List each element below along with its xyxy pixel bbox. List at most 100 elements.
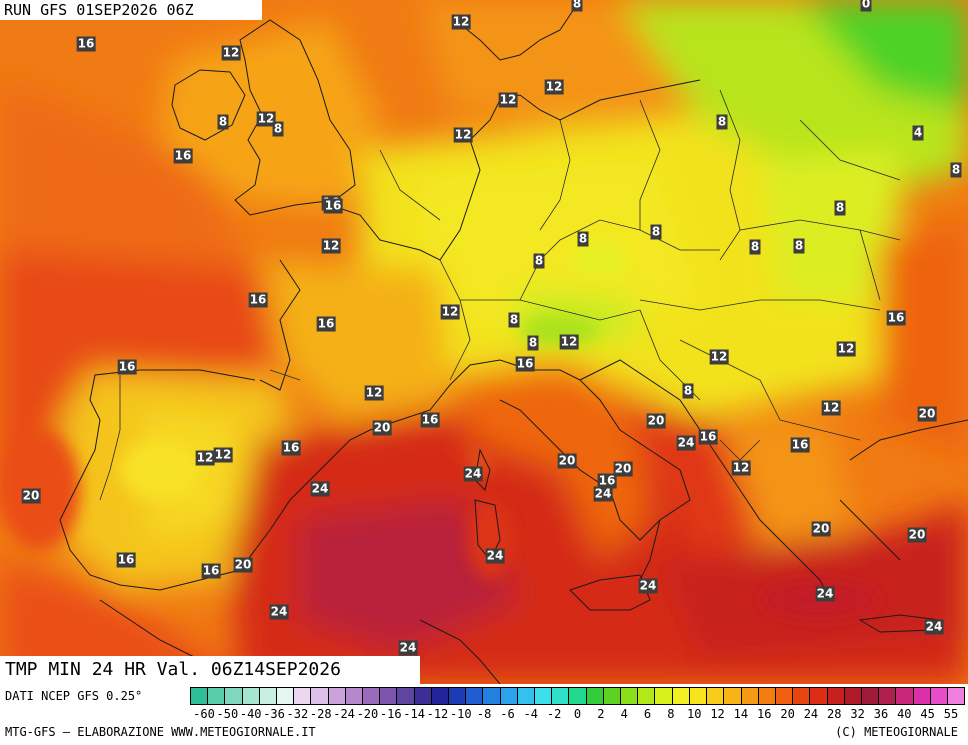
colorbar-tick-label: -60 [193,707,215,721]
colorbar-cell [913,688,931,704]
colorbar-tick-label: -6 [500,707,515,721]
colorbar-cell [775,688,794,704]
colorbar-tick-label: -20 [356,707,379,721]
borders [99,89,901,501]
contour-label: 4 [912,125,924,141]
legend-footer: DATI NCEP GFS 0.25° -60 -50 -40 -36 -32 -28 -2… [0,684,968,745]
contour-label: 16 [173,148,193,164]
contour-label: 16 [597,473,617,489]
colorbar-cell [466,688,484,704]
contour-label: 12 [498,92,518,108]
colorbar-cell [844,688,862,704]
colorbar-tick-label: 6 [643,707,652,721]
map-canvas [0,0,968,684]
colorbar-tick-label: -24 [333,707,355,721]
colorbar-ticks: -60 -50 -40 -36 -32 -28 -24 -20 -16 -14 -12 -10 -8 -6… [190,707,965,723]
contour-label: 16 [116,552,136,568]
colorbar-cell [259,688,278,704]
colorbar-cell [535,688,553,704]
colorbar-tick-label: -2 [546,707,562,721]
contour-label: 12 [195,450,215,466]
colorbar-cell [208,688,226,704]
colorbar-tick-label: -10 [449,707,472,721]
contour-label: 24 [593,486,613,502]
contour-label: 16 [316,316,336,332]
contour-label: 8 [272,121,284,137]
colorbar-cell [225,688,243,704]
contour-label: 12 [440,304,460,320]
colorbar-cell [277,688,295,704]
colorbar-tick-label: -12 [426,707,449,721]
colorbar-cell [689,688,708,704]
contour-label: 8 [950,162,962,178]
contour-label: 8 [508,312,520,328]
colorbar-tick-label: -40 [239,707,262,721]
colorbar-cell [483,688,501,704]
contour-label: 24 [676,435,696,451]
colorbar-cell [930,688,948,704]
colorbar-tick-label: 8 [667,707,675,721]
contour-label: 16 [886,310,906,326]
colorbar-cell [242,688,260,704]
contour-label: 24 [398,640,418,656]
contour-label: 12 [451,14,471,30]
contour-label: 12 [256,111,276,127]
data-source-label: DATI NCEP GFS 0.25° [5,689,143,703]
colorbar-cell [500,688,518,704]
contour-label: 24 [310,481,330,497]
contour-label: 20 [646,413,666,429]
colorbar-tick-label: 36 [873,707,889,721]
colorbar-tick-label: -16 [379,707,402,721]
colorbar-tick-label: -14 [403,707,425,721]
colorbar-tick-label: -32 [286,707,309,721]
colorbar-tick-label: 55 [943,707,959,721]
colorbar-cell [517,688,536,704]
colorbar-cell [414,688,432,704]
credit-right: (C) METEOGIORNALE [835,725,958,739]
contour-label: 20 [917,406,937,422]
contour-label: 12 [544,79,564,95]
colorbar-cell [793,688,811,704]
contour-label: 20 [613,461,633,477]
colorbar-cell [311,688,329,704]
contour-label: 16 [117,359,137,375]
colorbar-cell [345,688,364,704]
contour-label: 24 [924,619,944,635]
colorbar-cell [707,688,725,704]
contour-label: 16 [420,412,440,428]
contour-label: 12 [213,447,233,463]
colorbar-cell [861,688,880,704]
contour-label: 20 [233,557,253,573]
contour-label: 16 [281,440,301,456]
contour-label: 8 [834,200,846,216]
contour-label: 16 [201,563,221,579]
contour-label: 12 [709,349,729,365]
contour-label: 20 [811,521,831,537]
colorbar-tick-label: -50 [216,707,239,721]
contour-label: 8 [527,335,539,351]
colorbar-cell [741,688,759,704]
contour-label: 12 [731,460,751,476]
contour-label: 16 [515,356,535,372]
colorbar-cell [380,688,398,704]
valid-time-label: TMP MIN 24 HR Val. 06Z14SEP2026 [0,656,420,684]
contour-label: 12 [221,45,241,61]
colorbar-tick-label: 16 [757,707,772,721]
colorbar-cell [191,688,209,704]
contour-label: 24 [269,604,289,620]
contour-label: 24 [638,578,658,594]
temperature-map: 1612812816128012121284816168128888816161… [0,0,968,684]
contour-label: 8 [682,383,694,399]
colorbar-cell [603,688,622,704]
colorbar-cell [552,688,570,704]
colorbar-tick-label: 0 [573,707,582,721]
colorbar-cell [672,688,690,704]
colorbar-tick-label: 14 [733,707,749,721]
colorbar-tick-label: 24 [803,707,819,721]
colorbar-cell [449,688,467,704]
credit-left: MTG-GFS – ELABORAZIONE WWW.METEOGIORNALE… [5,725,316,739]
colorbar-cell [896,688,914,704]
colorbar-cell [586,688,604,704]
contour-label: 8 [577,231,589,247]
colorbar-cell [363,688,381,704]
